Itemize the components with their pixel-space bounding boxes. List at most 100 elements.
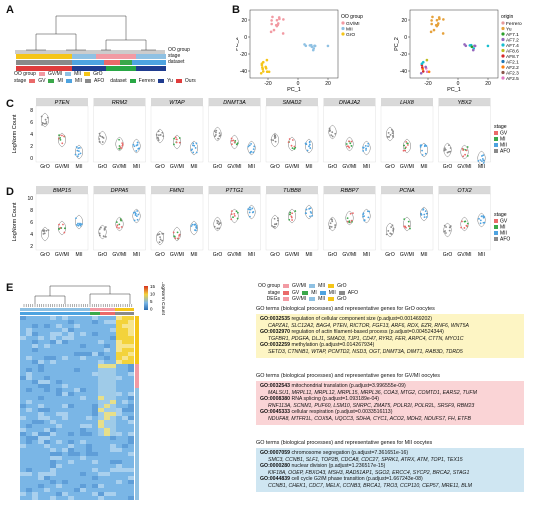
heatmap-cell (44, 456, 50, 460)
x-tick-label: GrO (385, 164, 395, 170)
violin-point (288, 213, 291, 216)
violin-point (272, 225, 275, 228)
heatmap-cell (110, 432, 116, 436)
x-tick-label: GV/MI (55, 252, 69, 258)
stage-legend-swatch (494, 231, 498, 235)
violin-frame (208, 193, 261, 251)
violin-point (75, 223, 78, 226)
heatmap-cell (74, 412, 80, 416)
violin-point (161, 131, 164, 134)
stage-cell (58, 60, 60, 65)
heatmap-cell (128, 368, 134, 372)
violin-point (330, 134, 333, 137)
heatmap-cell (26, 472, 32, 476)
pca-point (425, 70, 429, 74)
x-tick-label: GV/MI (400, 164, 414, 170)
oo-group-cell (44, 54, 46, 59)
oo-group-cell (156, 54, 158, 59)
violin-point (291, 139, 294, 141)
violin-point (98, 232, 101, 235)
heatmap-cell (92, 352, 98, 356)
violin-point (391, 224, 394, 227)
violin-point (134, 214, 137, 216)
pca-point (275, 18, 279, 22)
heatmap-cell (56, 348, 62, 352)
gene-strip (151, 98, 203, 106)
heatmap-stage-cell (58, 312, 59, 315)
violin-point (449, 225, 452, 227)
stage-cell (30, 60, 32, 65)
heatmap-cell (128, 372, 134, 376)
heatmap-oo-cell (47, 308, 48, 311)
heatmap-cell (122, 416, 128, 420)
heatmap-cell (110, 412, 116, 416)
violin-point (277, 217, 279, 220)
heatmap-oo-cell (128, 308, 129, 311)
stage-cell (132, 60, 134, 65)
stage-legend-label: MI (500, 225, 506, 231)
dataset-cell (124, 66, 126, 71)
heatmap-cell (26, 476, 32, 480)
heatmap-cell (116, 332, 122, 336)
violin-point (389, 134, 392, 136)
heatmap-cell (110, 416, 116, 420)
go-term-genes: SMC3, CCNB1, SLF1, TOP2B, CDCA8, CDC27, … (268, 456, 463, 463)
stage-cell (80, 60, 82, 65)
heatmap-cell (26, 324, 32, 328)
heatmap-oo-cell (101, 308, 102, 311)
heatmap-stage-cell (98, 312, 99, 315)
heatmap-cell (104, 404, 110, 408)
heatmap-cell (68, 324, 74, 328)
violin-point (58, 223, 60, 226)
stage-cell (88, 60, 90, 65)
heatmap-cell (74, 416, 80, 420)
oo-group-cell (92, 54, 94, 59)
heatmap-cell (44, 436, 50, 440)
heatmap-cell (38, 404, 44, 408)
x-tick-label: GV/MI (55, 164, 69, 170)
dataset-legend-title: dataset (110, 77, 127, 84)
heatmap-cell (110, 476, 116, 480)
heatmap-cell (20, 452, 26, 456)
heatmap-cell (122, 372, 128, 376)
violin-point (102, 235, 105, 238)
pca-legend-label: AF7.2 (506, 38, 519, 44)
gene-strip (266, 186, 318, 194)
heatmap-oo-cell (21, 308, 22, 311)
e-stage-legend-swatch (283, 290, 289, 295)
heatmap-cell (20, 412, 26, 416)
heatmap-cell (98, 456, 104, 460)
heatmap-cell (32, 336, 38, 340)
dataset-cell (18, 66, 20, 71)
violin-point (215, 133, 217, 136)
violin-point (192, 144, 194, 147)
heatmap-cell (44, 408, 50, 412)
heatmap-cell (86, 356, 92, 360)
heatmap-cell (86, 336, 92, 340)
heatmap-cell (104, 476, 110, 480)
heatmap-cell (62, 360, 68, 364)
heatmap-cell (62, 316, 68, 320)
dataset-cell (46, 66, 48, 71)
heatmap-cell (68, 480, 74, 484)
heatmap-cell (110, 336, 116, 340)
heatmap-cell (92, 384, 98, 388)
heatmap-cell (62, 372, 68, 376)
violin-point (362, 213, 364, 216)
heatmap-cell (50, 356, 56, 360)
dataset-cell (108, 66, 110, 71)
oo-group-cell (160, 54, 162, 59)
heatmap-stage-cell (77, 312, 78, 315)
heatmap-cell (74, 400, 80, 404)
heatmap-cell (86, 456, 92, 460)
heatmap-cell (98, 460, 104, 464)
heatmap-cell (38, 348, 44, 352)
heatmap-cell (20, 448, 26, 452)
heatmap-cell (56, 384, 62, 388)
pca-point (264, 65, 267, 69)
oo-group-cell (118, 54, 120, 59)
heatmap-stage-cell (49, 312, 50, 315)
x-tick-label: GV/MI (285, 252, 299, 258)
heatmap-cell (92, 408, 98, 412)
gene-label: RBBP7 (340, 188, 359, 194)
